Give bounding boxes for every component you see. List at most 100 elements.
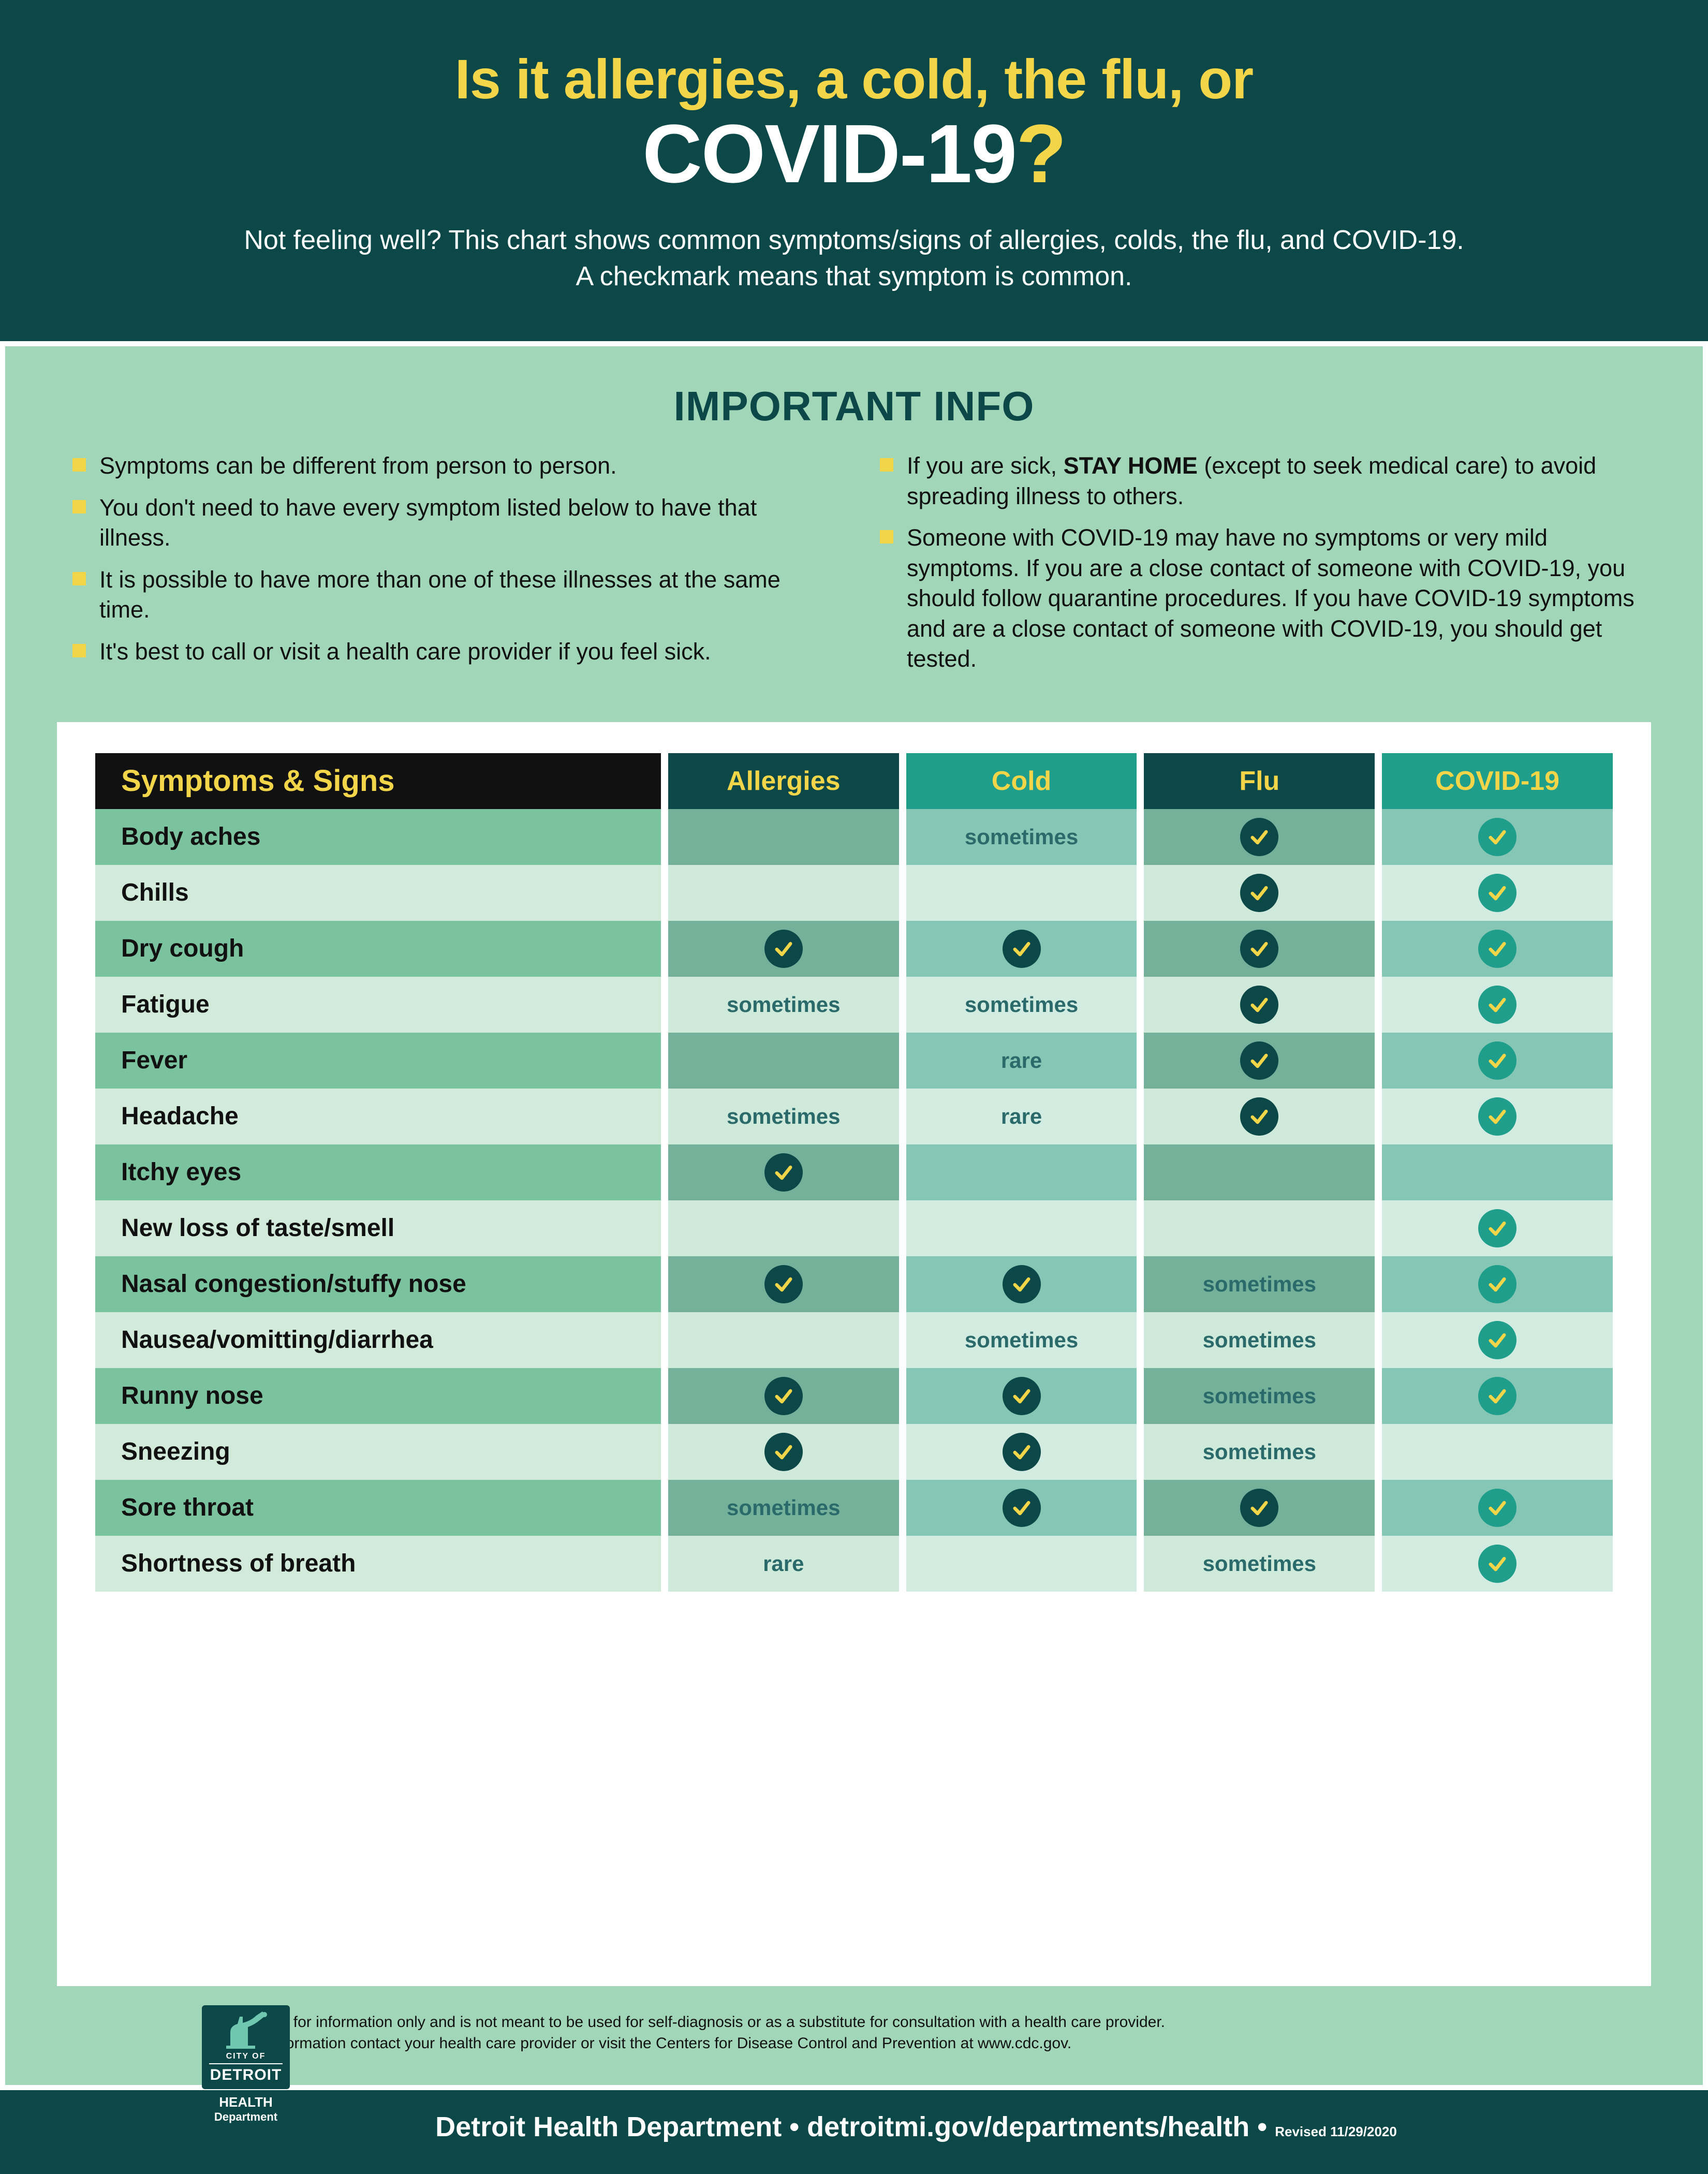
symptom-cell: rare — [906, 1033, 1137, 1089]
table-row: Feverrare — [95, 1033, 1613, 1089]
symptom-cell — [668, 1368, 899, 1424]
title-question-mark: ? — [1016, 107, 1066, 200]
symptom-cell: sometimes — [668, 1480, 899, 1536]
table-header-col: COVID-19 — [1382, 753, 1613, 809]
symptom-cell: sometimes — [906, 809, 1137, 865]
table-row: Itchy eyes — [95, 1144, 1613, 1200]
symptom-cell — [1382, 1368, 1613, 1424]
symptom-label: Headache — [95, 1089, 661, 1144]
subtitle: Not feeling well? This chart shows commo… — [83, 222, 1625, 295]
symptom-cell — [1144, 1089, 1375, 1144]
header: Is it allergies, a cold, the flu, or COV… — [0, 0, 1708, 341]
logo-dept-1: HEALTH — [202, 2094, 290, 2110]
symptom-cell — [1144, 1480, 1375, 1536]
symptom-cell: rare — [668, 1536, 899, 1592]
symptom-cell — [668, 1033, 899, 1089]
check-icon — [1240, 874, 1278, 912]
symptom-cell — [1144, 1033, 1375, 1089]
info-columns: Symptoms can be different from person to… — [57, 451, 1651, 686]
symptom-cell — [668, 865, 899, 921]
info-item: It is possible to have more than one of … — [72, 565, 828, 625]
symptom-cell — [906, 921, 1137, 977]
logo-dept-2: Department — [202, 2110, 290, 2124]
table-row: Chills — [95, 865, 1613, 921]
symptom-cell: sometimes — [668, 977, 899, 1033]
symptom-label: New loss of taste/smell — [95, 1200, 661, 1256]
check-icon — [1240, 1097, 1278, 1136]
info-item: You don't need to have every symptom lis… — [72, 493, 828, 553]
symptom-cell — [906, 1424, 1137, 1480]
symptom-label: Fatigue — [95, 977, 661, 1033]
bullet-icon — [72, 458, 86, 472]
symptom-cell: sometimes — [668, 1089, 899, 1144]
symptom-cell — [1382, 977, 1613, 1033]
symptom-label: Sneezing — [95, 1424, 661, 1480]
symptom-label: Sore throat — [95, 1480, 661, 1536]
symptom-label: Shortness of breath — [95, 1536, 661, 1592]
symptom-cell — [1382, 1033, 1613, 1089]
symptom-cell: sometimes — [1144, 1256, 1375, 1312]
table-header-col: Allergies — [668, 753, 899, 809]
check-icon — [1478, 986, 1516, 1024]
symptom-cell — [668, 809, 899, 865]
symptom-cell — [1382, 1089, 1613, 1144]
logo-detroit: DETROIT — [209, 2063, 283, 2084]
symptom-cell — [668, 1144, 899, 1200]
check-icon — [1478, 1489, 1516, 1527]
bullet-icon — [72, 572, 86, 585]
symptom-label: Runny nose — [95, 1368, 661, 1424]
symptom-cell — [668, 1256, 899, 1312]
symptom-cell — [906, 865, 1137, 921]
symptom-cell: sometimes — [1144, 1312, 1375, 1368]
symptom-label: Nasal congestion/stuffy nose — [95, 1256, 661, 1312]
check-icon — [1478, 1377, 1516, 1415]
symptom-cell — [1382, 865, 1613, 921]
logo-city: CITY OF — [202, 2052, 290, 2061]
info-text: Someone with COVID-19 may have no sympto… — [907, 523, 1636, 674]
table-row: Nausea/vomitting/diarrheasometimessometi… — [95, 1312, 1613, 1368]
table-row: Headachesometimesrare — [95, 1089, 1613, 1144]
symptom-cell — [1382, 1424, 1613, 1480]
symptom-cell — [906, 1536, 1137, 1592]
footer-area: This sheet is for information only and i… — [57, 1986, 1651, 2054]
symptom-cell — [1144, 921, 1375, 977]
symptoms-table: Symptoms & SignsAllergiesColdFluCOVID-19… — [88, 753, 1620, 1592]
info-text: It is possible to have more than one of … — [99, 565, 828, 625]
symptom-cell: sometimes — [906, 977, 1137, 1033]
info-item: It's best to call or visit a health care… — [72, 637, 828, 667]
symptom-cell — [1382, 1480, 1613, 1536]
table-row: Dry cough — [95, 921, 1613, 977]
symptom-cell — [1144, 865, 1375, 921]
disclaimer: This sheet is for information only and i… — [202, 2007, 1165, 2054]
symptom-cell: sometimes — [1144, 1368, 1375, 1424]
symptom-cell — [906, 1144, 1137, 1200]
check-icon — [1478, 1209, 1516, 1247]
symptom-cell — [1382, 1312, 1613, 1368]
table-header-col: Cold — [906, 753, 1137, 809]
check-icon — [1240, 1489, 1278, 1527]
symptom-cell — [1382, 809, 1613, 865]
info-text: Symptoms can be different from person to… — [99, 451, 617, 481]
bullet-icon — [880, 530, 893, 544]
table-header-label: Symptoms & Signs — [95, 753, 661, 809]
symptom-cell — [668, 1424, 899, 1480]
check-icon — [1478, 1265, 1516, 1303]
table-row: Runny nose sometimes — [95, 1368, 1613, 1424]
info-text: You don't need to have every symptom lis… — [99, 493, 828, 553]
symptom-cell — [1382, 1200, 1613, 1256]
check-icon — [1478, 874, 1516, 912]
bullet-icon — [72, 644, 86, 657]
table-row: Sneezingsometimes — [95, 1424, 1613, 1480]
bullet-icon — [880, 458, 893, 472]
check-icon — [1240, 986, 1278, 1024]
check-icon — [764, 1153, 803, 1192]
check-icon — [1003, 1489, 1041, 1527]
info-column-left: Symptoms can be different from person to… — [72, 451, 828, 686]
symptom-cell — [906, 1256, 1137, 1312]
check-icon — [1240, 930, 1278, 968]
symptom-cell — [1144, 1200, 1375, 1256]
symptom-cell — [1144, 1144, 1375, 1200]
symptom-cell — [668, 921, 899, 977]
info-item: Symptoms can be different from person to… — [72, 451, 828, 481]
symptom-cell — [1382, 1144, 1613, 1200]
